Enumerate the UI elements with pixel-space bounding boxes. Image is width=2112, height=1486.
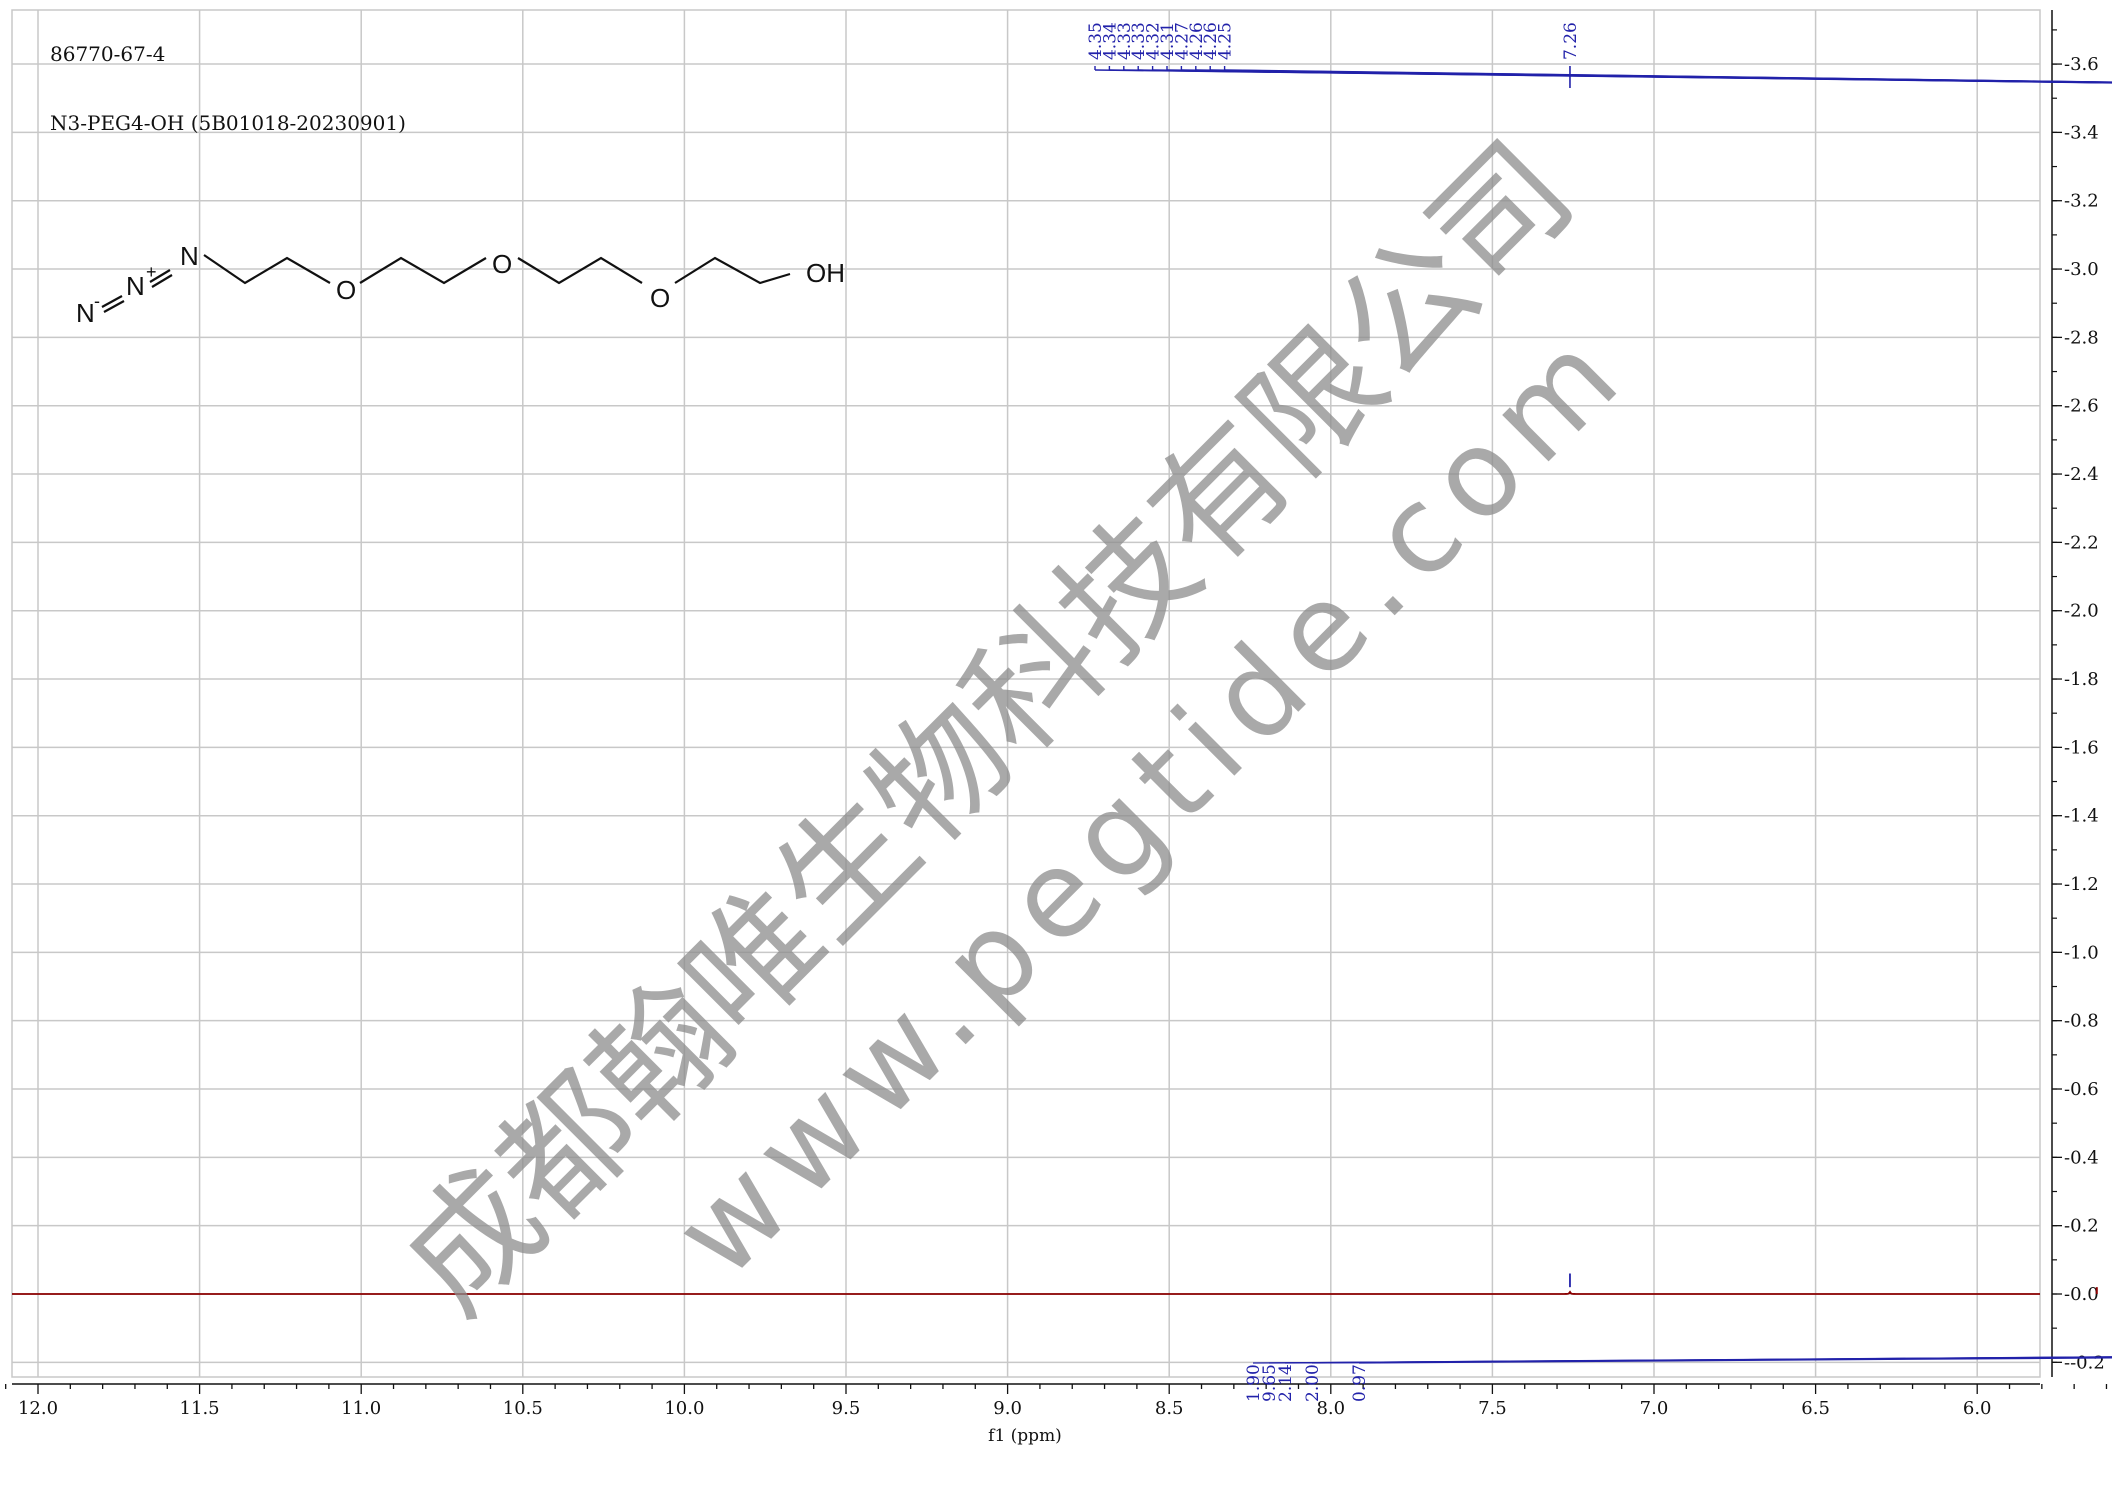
spectrum-trace: [12, 1273, 2098, 1295]
y-tick-label: -2.4: [2064, 464, 2099, 485]
plot-frame: [11, 9, 2041, 1378]
y-tick-label: -1.0: [2064, 942, 2099, 963]
x-tick-label: 7.5: [1478, 1398, 1507, 1419]
atom-n-terminal: N: [76, 298, 95, 328]
x-tick-label: 6.5: [1801, 1398, 1830, 1419]
y-tick-label: -2.0: [2064, 601, 2099, 622]
peak-label: 4.25: [1216, 22, 1236, 60]
y-tick-label: -3.0: [2064, 259, 2099, 280]
x-tick-label: 9.0: [993, 1398, 1022, 1419]
y-tick-label: -1.4: [2064, 806, 2099, 827]
x-tick-label: 10.5: [503, 1398, 543, 1419]
x-tick-label: 8.0: [1316, 1398, 1345, 1419]
atom-charge-minus: -: [94, 291, 100, 311]
peak-label: 4.31: [1158, 22, 1178, 60]
integration-leader: [1358, 1357, 2112, 1364]
x-axis-title: f1 (ppm): [988, 1426, 1062, 1446]
integration-value: 1.90: [1244, 1364, 1264, 1402]
sample-cas-number: 86770-67-4: [50, 42, 166, 66]
peak-label: 4.26: [1187, 22, 1207, 60]
x-tick-label: 12.0: [18, 1398, 58, 1419]
y-tick-label: -0.4: [2064, 1147, 2099, 1168]
peak-leader: [1094, 69, 2112, 84]
y-tick-label: -1.6: [2064, 737, 2099, 758]
x-tick-label: 10.0: [664, 1398, 704, 1419]
peak-label: 4.34: [1100, 22, 1120, 60]
peak-leader: [1224, 69, 2112, 83]
peak-label: 4.32: [1144, 22, 1164, 60]
peak-label: 4.33: [1129, 22, 1149, 60]
peak-label: 7.26: [1561, 22, 1581, 60]
y-tick-label: -1.8: [2064, 669, 2099, 690]
y-tick-label: -3.4: [2064, 122, 2099, 143]
sample-name: N3-PEG4-OH (5B01018-20230901): [50, 111, 406, 135]
y-tick-label: -0.8: [2064, 1011, 2099, 1032]
grid-lines: [11, 9, 2041, 1378]
peak-labels: 7.264.354.344.334.334.324.314.274.264.26…: [1086, 22, 2112, 88]
integration-value: 2.00: [1303, 1364, 1323, 1402]
chemical-structure: [101, 254, 791, 313]
peak-label: 4.35: [1086, 22, 1106, 60]
integration-value: 0.97: [1350, 1364, 1370, 1402]
y-tick-label: -0.0: [2064, 1284, 2099, 1305]
spectrum-line: [12, 1290, 2040, 1295]
y-tick-label: -2.2: [2064, 532, 2099, 553]
atom-o-3: O: [650, 283, 670, 313]
x-tick-label: 6.0: [1963, 1398, 1992, 1419]
y-tick-label: -1.2: [2064, 874, 2099, 895]
y-tick-label: --0.2: [2064, 1352, 2105, 1373]
x-tick-label: 7.0: [1640, 1398, 1669, 1419]
peak-label: 4.33: [1115, 22, 1135, 60]
peak-label: 4.27: [1172, 22, 1192, 60]
integration-value: 9.65: [1260, 1364, 1280, 1402]
integration-value: 2.14: [1276, 1364, 1296, 1402]
y-tick-label: -3.2: [2064, 191, 2099, 212]
atom-charge-plus: +: [146, 262, 157, 282]
axes: 12.0 11.5 11.0 10.5 10.0 9.5 9.0 8.5 8.0 7.5 7.0 6.…: [5, 10, 2108, 1419]
atom-n-middle: N: [126, 271, 145, 301]
atom-n-chain: N: [180, 241, 199, 271]
x-tick-label: 11.5: [180, 1398, 220, 1419]
x-tick-label: 11.0: [341, 1398, 381, 1419]
atom-oh: OH: [806, 258, 845, 288]
x-tick-label: 8.5: [1155, 1398, 1184, 1419]
atom-o-1: O: [336, 275, 356, 305]
y-tick-label: -0.2: [2064, 1216, 2099, 1237]
y-tick-label: -3.6: [2064, 54, 2099, 75]
peak-label: 4.26: [1201, 22, 1221, 60]
x-tick-label: 9.5: [832, 1398, 861, 1419]
y-tick-label: -2.8: [2064, 327, 2099, 348]
y-tick-label: -2.6: [2064, 396, 2099, 417]
chemical-structure-atoms: N N + N - O O O OH: [76, 241, 845, 328]
integration-values: 1.909.652.14 2.00 0.97: [1244, 1356, 2112, 1402]
y-tick-label: -0.6: [2064, 1079, 2099, 1100]
atom-o-2: O: [492, 249, 512, 279]
